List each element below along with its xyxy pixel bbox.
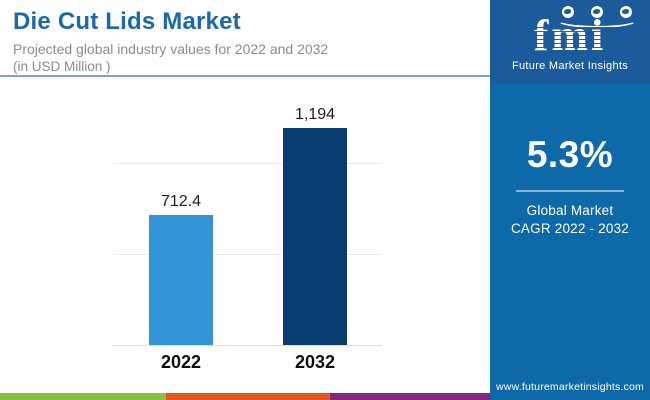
bar-2032 [283,128,347,345]
header: Die Cut Lids Market Projected global ind… [13,7,483,75]
footer-stripe-purple [330,393,490,400]
globe-land-shape [564,9,571,14]
cagr-divider [516,190,624,192]
footer-stripe-orange [166,393,330,400]
chart-section: Die Cut Lids Market Projected global ind… [0,7,490,400]
chart-unit-note: (in USD Million ) [13,59,111,74]
bar-chart-plot-area: 712.4 1,194 2022 2032 [113,90,382,372]
cagr-label-line2: CAGR 2022 - 2032 [510,221,630,236]
gridline-500 [113,254,382,255]
side-panel: fmi Future Market Insights 5.3% Global M… [490,0,650,400]
fmi-logo-stripes-overlay [520,24,620,56]
website-url[interactable]: www.futuremarketinsights.com [496,381,644,393]
globe-land-shape [622,9,629,14]
cagr-value: 5.3% [526,134,614,175]
cagr-label-line1: Global Market [526,203,614,218]
x-tick-2032: 2032 [294,352,336,372]
x-tick-2022: 2022 [160,352,202,372]
chart-subtitle: Projected global industry values for 202… [13,41,329,57]
x-axis-baseline [113,345,382,346]
bar-2022 [149,215,213,345]
value-label-2022: 712.4 [160,193,202,210]
value-label-2032: 1,194 [294,106,336,123]
footer-stripe-green [0,393,166,400]
fmi-logo: fmi Future Market Insights [490,0,650,84]
header-divider [0,75,490,77]
gridline-1000 [113,163,382,164]
page-title: Die Cut Lids Market [13,8,241,35]
cagr-block: 5.3% Global Market CAGR 2022 - 2032 [490,84,650,238]
fmi-logo-tagline: Future Market Insights [511,60,629,72]
